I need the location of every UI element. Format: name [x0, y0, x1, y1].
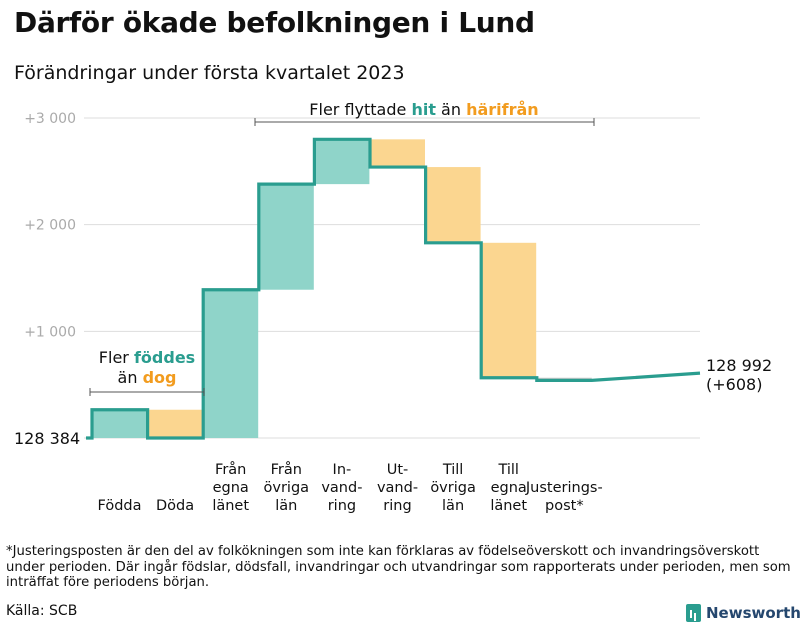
x-tick-label: Justerings-post* [525, 480, 603, 514]
top-annotation: Fler flyttade hit än härifrån [309, 100, 538, 119]
bar-decrease [425, 167, 481, 243]
bar-increase [203, 289, 259, 438]
x-tick-label: Ut-vand-ring [377, 462, 418, 514]
brand-logo: Newsworthy [686, 604, 800, 622]
top-bracket [254, 118, 595, 126]
x-tick-label: Födda [98, 498, 142, 514]
chart-subtitle: Förändringar under första kvartalet 2023 [14, 62, 405, 84]
y-tick-label: +2 000 [24, 218, 76, 234]
start-value-label: 128 384 [14, 429, 80, 448]
x-tick-label: Från övriga län [264, 461, 310, 514]
bar-increase [258, 184, 314, 290]
end-value-label: 128 992 [706, 356, 772, 375]
end-change-label: (+608) [706, 375, 762, 394]
bar-decrease [370, 139, 425, 168]
left-bracket [89, 388, 205, 396]
left-annotation-line2: än dog [118, 368, 177, 387]
footnote: *Justeringsposten är den del av folkökni… [6, 544, 791, 590]
bar-decrease [147, 409, 203, 438]
left-annotation-line1: Fler föddes [99, 348, 195, 367]
source: Källa: SCB [6, 603, 78, 619]
x-tick-label: Till egna länet [490, 462, 527, 514]
bar-increase [92, 409, 147, 438]
chart-title: Därför ökade befolkningen i Lund [14, 6, 535, 39]
brand-name: Newsworthy [706, 604, 800, 622]
cumulative-line [86, 137, 701, 440]
newsworthy-icon [686, 604, 701, 622]
x-tick-label: Döda [156, 498, 194, 514]
bar-decrease [481, 242, 537, 378]
y-tick-label: +3 000 [24, 111, 76, 127]
y-tick-label: +1 000 [24, 324, 76, 340]
x-tick-label: In-vand-ring [321, 462, 362, 514]
bar-increase [314, 139, 370, 185]
x-tick-label: Till övriga län [430, 462, 476, 514]
x-tick-label: Från egna länet [212, 461, 249, 514]
